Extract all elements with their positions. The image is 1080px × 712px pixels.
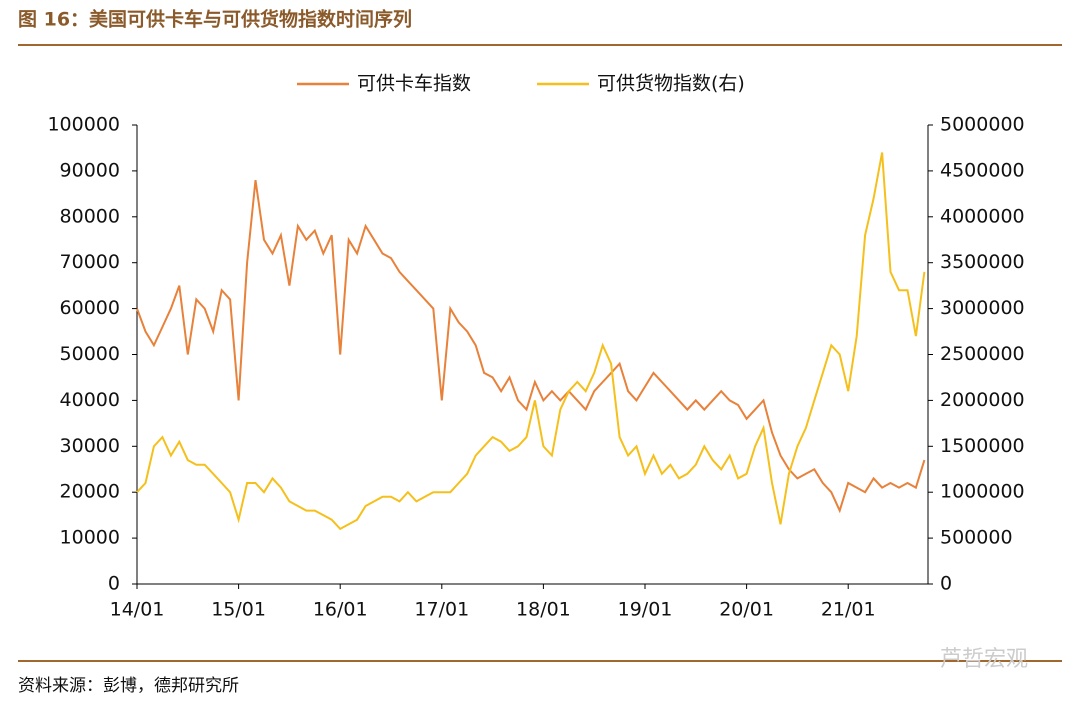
y2-tick-label: 2500000: [940, 343, 1025, 365]
y-tick-label: 80000: [60, 205, 120, 227]
y2-tick-label: 3500000: [940, 251, 1025, 273]
x-tick-label: 17/01: [414, 599, 469, 621]
x-tick-label: 21/01: [821, 599, 876, 621]
y-tick-label: 90000: [60, 159, 120, 181]
x-tick-label: 15/01: [211, 599, 266, 621]
y-tick-label: 100000: [47, 114, 120, 136]
series-line: [136, 152, 926, 531]
x-tick-label: 16/01: [313, 599, 368, 621]
x-tick-label: 18/01: [516, 599, 571, 621]
y-tick-label: 40000: [60, 389, 120, 411]
x-tick-label: 20/01: [719, 599, 774, 621]
x-tick-label: 19/01: [618, 599, 673, 621]
y-tick-label: 50000: [60, 343, 120, 365]
y2-tick-label: 3000000: [940, 297, 1025, 319]
y2-tick-label: 1000000: [940, 481, 1025, 503]
y-tick-label: 30000: [60, 435, 120, 457]
y2-tick-label: 500000: [940, 527, 1013, 549]
y2-tick-label: 1500000: [940, 435, 1025, 457]
y-tick-label: 60000: [60, 297, 120, 319]
watermark: 芦哲宏观: [940, 647, 1028, 672]
chart-title: 图 16：美国可供卡车与可供货物指数时间序列: [18, 8, 412, 31]
legend-label: 可供货物指数(右): [597, 73, 745, 95]
y-tick-label: 20000: [60, 481, 120, 503]
y-tick-label: 70000: [60, 251, 120, 273]
y-tick-label: 0: [108, 573, 120, 595]
y-tick-label: 10000: [60, 527, 120, 549]
y2-tick-label: 4000000: [940, 205, 1025, 227]
y2-tick-label: 5000000: [940, 114, 1025, 136]
source: 资料来源：彭博，德邦研究所: [18, 676, 239, 696]
series-line: [136, 179, 926, 514]
legend-label: 可供卡车指数: [357, 73, 471, 95]
x-tick-label: 14/01: [110, 599, 165, 621]
y2-tick-label: 2000000: [940, 389, 1025, 411]
y2-tick-label: 4500000: [940, 159, 1025, 181]
y2-tick-label: 0: [940, 573, 952, 595]
